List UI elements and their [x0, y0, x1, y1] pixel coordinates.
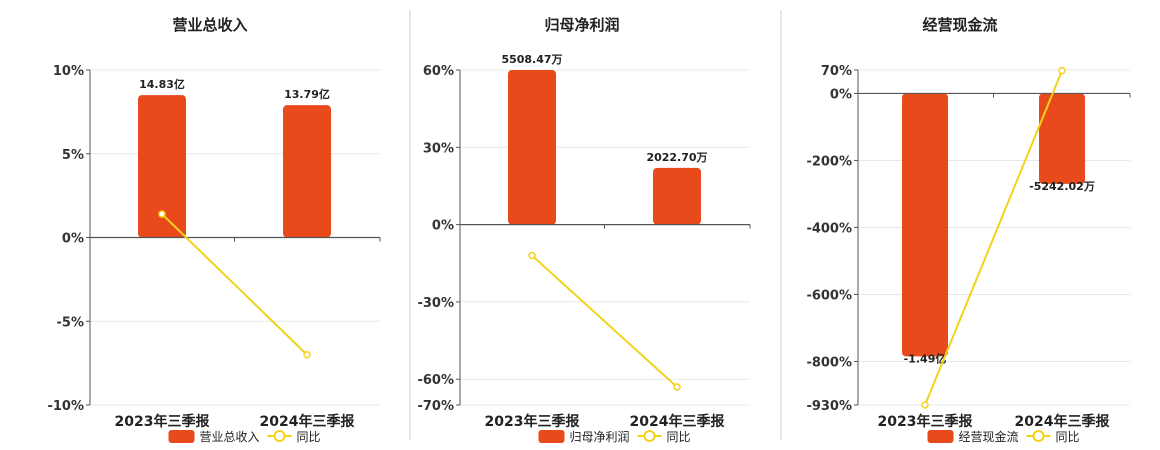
- bar: [508, 70, 556, 225]
- series-line: [161, 213, 308, 356]
- legend-swatch-bar: [538, 430, 565, 443]
- y-tick-label: -5%: [57, 315, 84, 330]
- line-point: [303, 351, 311, 359]
- legend-label: 同比: [297, 430, 321, 444]
- y-tick-label: -200%: [806, 154, 852, 169]
- legend-label: 归母净利润: [570, 430, 630, 444]
- legend-swatch-bar: [927, 430, 954, 443]
- y-tick-label: 60%: [423, 64, 454, 79]
- x-tick-label: 2024年三季报: [1015, 413, 1110, 430]
- y-tick-label: 30%: [423, 141, 454, 156]
- y-tick-label: 0%: [432, 219, 454, 234]
- y-tick-label: -60%: [417, 373, 454, 388]
- y-tick-label: -10%: [47, 399, 84, 414]
- y-tick-label: 70%: [821, 64, 852, 79]
- y-tick-label: 0%: [830, 87, 852, 102]
- y-tick-label: -70%: [417, 399, 454, 414]
- x-tick-label: 2023年三季报: [115, 413, 210, 430]
- legend-swatch-marker: [1032, 430, 1045, 442]
- legend-swatch-bar: [168, 430, 195, 443]
- data-label: 5508.47万: [501, 53, 562, 66]
- y-tick-label: 0%: [62, 232, 84, 247]
- y-tick-label: 5%: [62, 148, 84, 163]
- data-label: -1.49亿: [904, 351, 947, 365]
- bar: [1039, 93, 1085, 184]
- line-point: [673, 383, 681, 391]
- y-tick-label: -930%: [806, 399, 852, 414]
- y-tick-label: -800%: [806, 355, 852, 370]
- bar: [902, 93, 948, 357]
- legend-label: 营业总收入: [200, 430, 260, 444]
- legend-label: 同比: [1056, 430, 1080, 444]
- data-label: 13.79亿: [284, 87, 330, 101]
- data-label: 2022.70万: [646, 151, 707, 164]
- x-tick-label: 2023年三季报: [485, 413, 580, 430]
- data-label: -5242.02万: [1029, 180, 1095, 193]
- data-label: 14.83亿: [139, 77, 185, 91]
- x-tick-label: 2024年三季报: [630, 413, 725, 430]
- y-tick-label: -600%: [806, 288, 852, 303]
- x-tick-label: 2023年三季报: [878, 413, 973, 430]
- chart-title: 营业总收入: [172, 16, 247, 34]
- legend-label: 同比: [667, 430, 691, 444]
- line-point: [1058, 66, 1066, 75]
- series-line: [531, 254, 678, 388]
- line-point: [158, 210, 166, 218]
- y-tick-label: 10%: [53, 64, 84, 79]
- y-tick-label: -30%: [417, 296, 454, 311]
- bar: [283, 105, 331, 238]
- chart-title: 经营现金流: [922, 16, 997, 34]
- line-point: [528, 251, 536, 260]
- bar: [138, 95, 186, 238]
- chart-title: 归母净利润: [544, 16, 619, 34]
- legend-swatch-marker: [643, 430, 656, 442]
- series-line: [924, 70, 1063, 406]
- line-point: [921, 401, 929, 409]
- legend-label: 经营现金流: [959, 429, 1019, 444]
- legend-swatch-marker: [273, 430, 286, 442]
- x-tick-label: 2024年三季报: [260, 413, 355, 430]
- y-tick-label: -400%: [806, 221, 852, 236]
- bar: [653, 167, 701, 225]
